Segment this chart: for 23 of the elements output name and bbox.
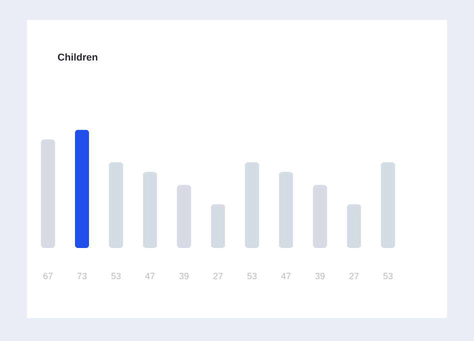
bar [245, 162, 260, 248]
bar [41, 140, 56, 248]
data-label: 47 [145, 272, 155, 280]
data-label: 39 [179, 272, 189, 280]
bar [347, 204, 362, 248]
data-label: 53 [383, 272, 393, 280]
bar [381, 162, 396, 248]
data-label: 53 [111, 272, 121, 280]
data-label: 67 [43, 272, 53, 280]
data-label: 27 [213, 272, 223, 280]
data-label: 39 [315, 272, 325, 280]
data-label: 27 [349, 272, 359, 280]
data-label: 53 [247, 272, 257, 280]
chart-title: Children [58, 53, 98, 61]
bar [109, 162, 124, 248]
bar [143, 172, 158, 248]
bar [313, 184, 328, 248]
data-label: 47 [281, 272, 291, 280]
bar [211, 204, 226, 248]
bar [177, 184, 192, 248]
data-label: 73 [77, 272, 87, 280]
bar [279, 172, 294, 248]
bar [75, 130, 90, 248]
